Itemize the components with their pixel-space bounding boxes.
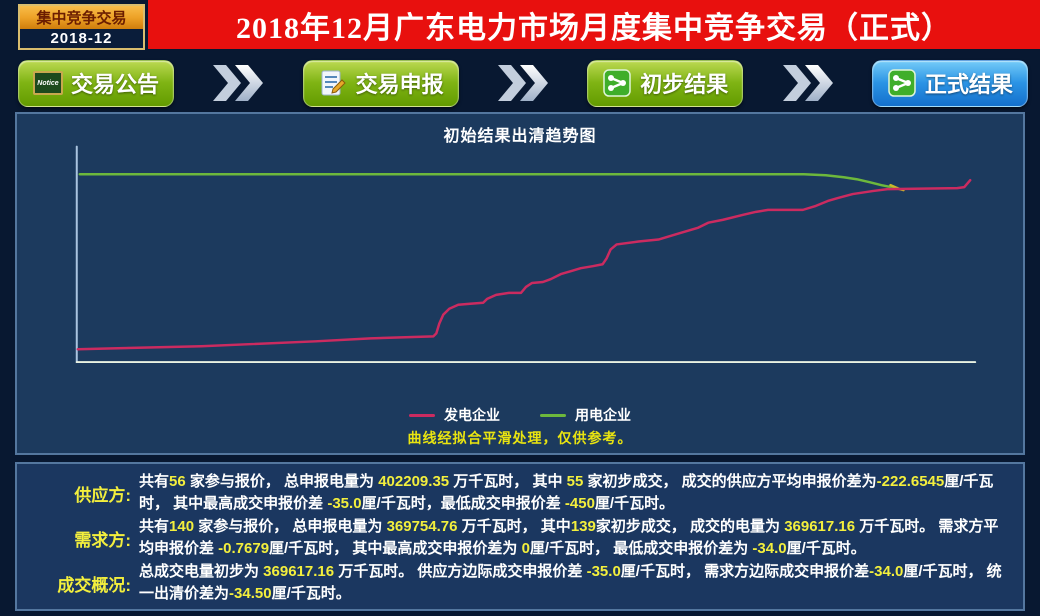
text-segment: 总成交电量初步为 xyxy=(139,563,264,580)
text-segment: 厘/千瓦时。 xyxy=(594,495,675,512)
value-highlight: -34.0 xyxy=(869,563,904,580)
value-highlight: -0.7679 xyxy=(218,540,270,557)
value-highlight: 56 xyxy=(169,473,186,490)
clearing-trend-chart-panel: 初始结果出清趋势图 发电企业 用电企业 曲线经拟合平滑处理，仅供参考。 xyxy=(15,112,1025,455)
nav-button-label: 交易公告 xyxy=(71,72,160,97)
text-segment: 万千瓦时。 需求方平均申报价差 xyxy=(139,518,999,557)
text-segment: 万千瓦时。 供应方边际成交申报价差 xyxy=(334,563,587,580)
workflow-nav: Notice 交易公告 交易申 xyxy=(0,57,1040,109)
nav-button-label: 交易申报 xyxy=(355,72,444,97)
text-segment: 厘/千瓦时， 其中最高成交申报价差为 xyxy=(269,540,522,557)
session-badge: 集中竞争交易 2018-12 xyxy=(18,4,145,50)
value-highlight: 140 xyxy=(169,518,195,535)
value-highlight: -450 xyxy=(564,495,595,512)
text-segment: 共有 xyxy=(139,518,170,535)
value-highlight: 369617.16 xyxy=(784,518,856,535)
series-junction-tip xyxy=(889,183,905,192)
badge-title: 集中竞争交易 xyxy=(20,6,143,29)
nav-button-label: 初步结果 xyxy=(640,72,729,97)
double-chevron-icon xyxy=(782,65,833,101)
summary-row-label: 需求方: xyxy=(74,530,131,550)
text-segment: 万千瓦时， 其中 xyxy=(449,473,567,490)
text-segment: 万千瓦时， 其中 xyxy=(457,518,571,535)
legend-label: 发电企业 xyxy=(444,407,500,423)
value-highlight: 369617.16 xyxy=(263,563,335,580)
value-highlight: 402209.35 xyxy=(378,473,450,490)
text-segment: 厘/千瓦时， 需求方边际成交申报价差 xyxy=(620,563,870,580)
double-chevron-icon xyxy=(497,65,548,101)
series-用电企业 xyxy=(78,173,899,190)
summary-row-text: 共有56 家参与报价， 总申报电量为 402209.35 万千瓦时， 其中 55… xyxy=(139,471,1013,515)
value-highlight: -35.0 xyxy=(327,495,362,512)
text-segment: 家参与报价， 总申报电量为 xyxy=(194,518,387,535)
trend-line-chart xyxy=(75,145,977,364)
value-highlight: -222.6545 xyxy=(876,473,945,490)
nav-button-announcement[interactable]: Notice 交易公告 xyxy=(18,59,175,107)
document-pencil-icon xyxy=(318,68,348,98)
chart-note: 曲线经拟合平滑处理，仅供参考。 xyxy=(407,430,633,446)
results-summary-panel: 供应方: 共有56 家参与报价， 总申报电量为 402209.35 万千瓦时， … xyxy=(15,462,1025,611)
text-segment: 家参与报价， 总申报电量为 xyxy=(185,473,379,490)
value-highlight: -34.0 xyxy=(752,540,787,557)
text-segment: 厘/千瓦时， 最低成交申报价差为 xyxy=(529,540,753,557)
text-segment: 家初步成交， 成交的电量为 xyxy=(595,518,785,535)
nav-button-declaration[interactable]: 交易申报 xyxy=(302,59,459,107)
double-chevron-icon xyxy=(213,65,264,101)
value-highlight: 369754.76 xyxy=(386,518,458,535)
text-segment: 厘/千瓦时， 统一出清价差为 xyxy=(139,563,1002,602)
text-segment: 厘/千瓦时。 xyxy=(786,540,866,557)
text-segment: 家初步成交， 成交的供应方平均申报价差为 xyxy=(583,473,877,490)
share-icon xyxy=(887,68,917,98)
summary-row-label: 供应方: xyxy=(74,485,131,505)
chart-title: 初始结果出清趋势图 xyxy=(443,128,597,145)
nav-button-final-results[interactable]: 正式结果 xyxy=(871,59,1028,107)
page-title: 2018年12月广东电力市场月度集中竞争交易（正式） xyxy=(236,11,952,45)
legend-swatch xyxy=(540,413,566,417)
legend-swatch xyxy=(409,413,435,417)
badge-period: 2018-12 xyxy=(50,30,113,47)
legend-label: 用电企业 xyxy=(575,407,631,423)
text-segment: 厘/千瓦时，最低成交申报价差 xyxy=(361,495,565,512)
summary-row-demand: 需求方: 共有140 家参与报价， 总申报电量为 369754.76 万千瓦时，… xyxy=(17,516,1013,560)
legend-item: 发电企业 xyxy=(409,405,500,425)
legend-item: 用电企业 xyxy=(540,405,631,425)
nav-button-preliminary-results[interactable]: 初步结果 xyxy=(587,59,744,107)
series-发电企业 xyxy=(76,178,972,351)
value-highlight: -34.50 xyxy=(229,585,272,602)
chart-legend: 发电企业 用电企业 xyxy=(17,405,1023,425)
text-segment: 厘/千瓦时， 其中最高成交申报价差 xyxy=(139,473,994,512)
value-highlight: 0 xyxy=(521,540,530,557)
value-highlight: 139 xyxy=(570,518,596,535)
value-highlight: 55 xyxy=(566,473,584,490)
value-highlight: -35.0 xyxy=(586,563,621,580)
summary-row-deal-overview: 成交概况: 总成交电量初步为 369617.16 万千瓦时。 供应方边际成交申报… xyxy=(17,561,1013,605)
summary-row-text: 总成交电量初步为 369617.16 万千瓦时。 供应方边际成交申报价差 -35… xyxy=(139,561,1013,605)
nav-button-label: 正式结果 xyxy=(924,72,1013,97)
summary-row-text: 共有140 家参与报价， 总申报电量为 369754.76 万千瓦时， 其中13… xyxy=(139,516,1013,560)
summary-row-supply: 供应方: 共有56 家参与报价， 总申报电量为 402209.35 万千瓦时， … xyxy=(17,471,1013,515)
share-icon xyxy=(602,68,632,98)
summary-row-label: 成交概况: xyxy=(57,575,131,595)
notice-board-icon: Notice xyxy=(33,68,63,98)
text-segment: 共有 xyxy=(139,473,170,490)
text-segment: 厘/千瓦时。 xyxy=(271,585,351,602)
title-bar: 2018年12月广东电力市场月度集中竞争交易（正式） xyxy=(148,0,1040,49)
